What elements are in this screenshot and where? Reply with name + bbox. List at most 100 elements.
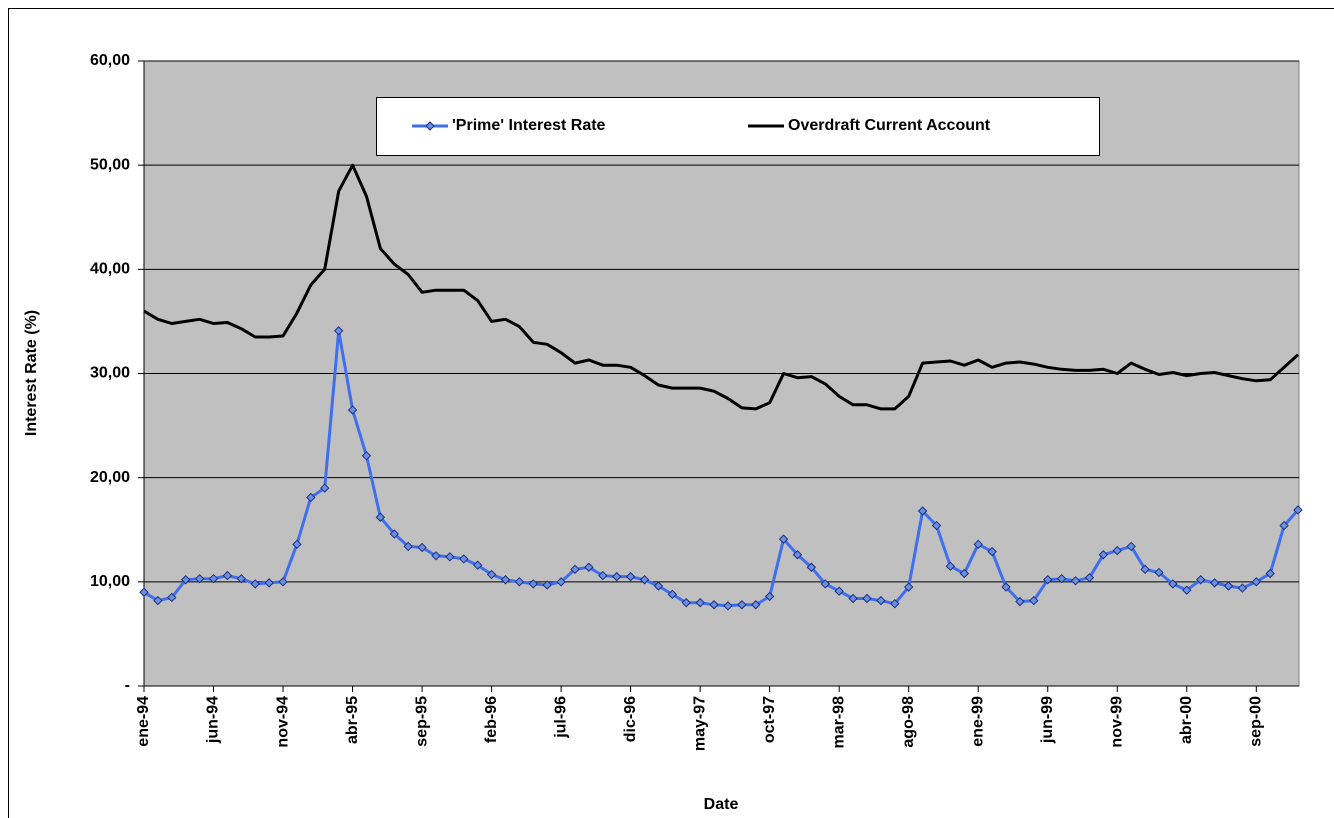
data-point (333, 326, 344, 336)
data-point (1043, 575, 1053, 585)
data-point (472, 560, 483, 570)
data-point (987, 546, 997, 557)
data-point (222, 570, 233, 581)
data-point (764, 591, 775, 602)
x-tick-label: ene-99 (969, 696, 986, 747)
x-tick-label: jun-99 (1039, 696, 1056, 744)
data-point (862, 593, 872, 604)
x-tick-label: nov-99 (1108, 696, 1125, 748)
data-point (1084, 572, 1095, 583)
data-point (1001, 582, 1011, 592)
y-tick-label: 20,00 (90, 469, 130, 486)
y-axis-title: Interest Rate (%) (23, 310, 40, 436)
x-tick-label: jul-96 (552, 696, 569, 739)
data-point (250, 579, 260, 589)
x-tick-label: feb-96 (483, 696, 500, 743)
data-point (598, 570, 608, 581)
data-point (931, 520, 942, 531)
data-point (445, 552, 455, 562)
y-tick-label: 50,00 (90, 156, 130, 173)
data-point (1237, 583, 1248, 593)
data-point (208, 574, 219, 584)
data-point (1126, 541, 1136, 552)
series-line (143, 163, 1300, 411)
data-point (653, 581, 664, 591)
data-point (1070, 576, 1081, 586)
data-point (500, 575, 511, 585)
data-point (834, 586, 844, 596)
data-point (945, 561, 956, 571)
data-point (1029, 595, 1039, 606)
data-point (167, 592, 177, 603)
data-point (403, 541, 413, 552)
x-tick-label: sep-00 (1248, 696, 1265, 747)
data-point (194, 574, 205, 584)
x-tick-label: sep-95 (413, 696, 430, 747)
data-point (306, 492, 316, 503)
data-point (459, 554, 469, 564)
x-tick-label: jun-94 (205, 696, 222, 744)
data-point (181, 575, 191, 585)
x-tick-label: ene-94 (135, 696, 152, 747)
y-tick-label: - (125, 677, 130, 694)
data-point (361, 451, 372, 461)
data-point (778, 534, 789, 544)
data-point (612, 571, 622, 582)
data-point (625, 571, 636, 582)
data-point (876, 595, 886, 606)
data-point (667, 589, 678, 600)
data-point (848, 593, 858, 604)
x-tick-label: ago-98 (900, 696, 917, 748)
data-point (917, 506, 928, 516)
data-point (375, 512, 386, 522)
data-point (542, 580, 552, 590)
x-tick-label: abr-95 (344, 696, 361, 744)
data-point (1279, 520, 1289, 531)
data-point (1223, 581, 1234, 591)
data-point (417, 542, 427, 553)
data-point (153, 595, 163, 606)
data-point (320, 483, 330, 493)
data-point (695, 597, 705, 608)
data-point (556, 577, 566, 587)
x-tick-label: may-97 (691, 696, 708, 751)
data-point (292, 539, 302, 550)
x-tick-label: mar-98 (830, 696, 847, 749)
data-point (1015, 596, 1025, 607)
data-point (1056, 574, 1067, 584)
data-point (903, 582, 914, 592)
data-point (820, 579, 830, 589)
x-tick-label: nov-94 (274, 696, 291, 748)
legend-label: 'Prime' Interest Rate (452, 117, 606, 134)
data-point (139, 587, 149, 597)
x-tick-label: abr-00 (1178, 696, 1195, 744)
x-axis-title: Date (704, 796, 739, 813)
data-point (1140, 564, 1150, 575)
y-tick-label: 30,00 (90, 365, 130, 382)
data-point (959, 568, 970, 579)
data-point (737, 600, 747, 610)
data-point (1182, 585, 1192, 595)
data-point (389, 529, 399, 539)
data-point (1265, 568, 1275, 579)
data-point (1098, 550, 1109, 560)
data-point (236, 574, 247, 584)
data-point (486, 569, 497, 580)
data-point (570, 564, 580, 575)
y-tick-label: 10,00 (90, 573, 130, 590)
data-point (584, 562, 594, 572)
data-point (1154, 567, 1164, 578)
legend-marker (425, 121, 435, 131)
data-point (278, 577, 288, 587)
data-point (1195, 575, 1206, 585)
x-tick-label: dic-96 (622, 696, 639, 742)
data-point (709, 600, 719, 610)
data-point (1209, 578, 1220, 588)
data-point (347, 405, 358, 415)
data-point (1168, 579, 1178, 589)
data-point (681, 597, 691, 608)
x-tick-label: oct-97 (761, 696, 778, 743)
y-tick-label: 40,00 (90, 261, 130, 278)
data-point (751, 600, 761, 610)
